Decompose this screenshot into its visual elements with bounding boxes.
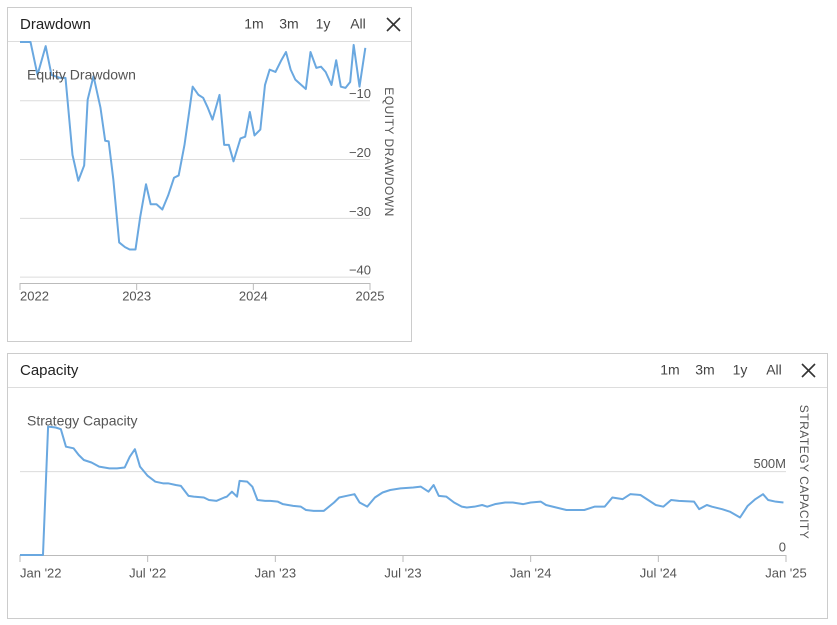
y-tick-label: 500M: [753, 456, 786, 471]
x-tick-label: 2024: [239, 288, 268, 303]
x-tick-label: Jul '22: [129, 565, 166, 580]
data-line: [20, 425, 784, 556]
x-tick-label: Jul '24: [640, 565, 677, 580]
range-button[interactable]: 1y: [733, 362, 748, 378]
y-axis-title: EQUITY DRAWDOWN: [382, 87, 396, 217]
range-button[interactable]: All: [766, 362, 782, 378]
y-tick-label: −40: [349, 263, 371, 278]
series-label: Strategy Capacity: [27, 413, 138, 429]
data-line: [20, 41, 367, 251]
range-button[interactable]: All: [350, 16, 366, 32]
y-tick-label: −30: [349, 204, 371, 219]
x-tick-label: Jan '24: [510, 565, 552, 580]
x-tick-label: 2022: [20, 288, 49, 303]
range-button[interactable]: 3m: [279, 16, 298, 32]
close-button[interactable]: [801, 363, 816, 378]
range-button[interactable]: 1m: [244, 16, 263, 32]
x-tick-label: Jul '23: [384, 565, 421, 580]
x-tick-label: 2025: [356, 288, 385, 303]
x-tick-label: 2023: [122, 288, 151, 303]
y-tick-label: 0: [779, 539, 786, 554]
series-label: Equity Drawdown: [27, 67, 136, 83]
y-axis-title: STRATEGY CAPACITY: [797, 405, 811, 540]
close-button[interactable]: [386, 17, 401, 32]
range-button[interactable]: 1y: [316, 16, 331, 32]
panel: [7, 7, 412, 342]
x-tick-label: Jan '23: [255, 565, 297, 580]
range-button[interactable]: 3m: [695, 362, 714, 378]
chart-title: Capacity: [20, 362, 79, 379]
x-tick-label: Jan '25: [765, 565, 807, 580]
x-tick-label: Jan '22: [20, 565, 62, 580]
panel: [7, 353, 828, 619]
range-button[interactable]: 1m: [660, 362, 679, 378]
y-tick-label: −20: [349, 145, 371, 160]
chart-title: Drawdown: [20, 16, 91, 33]
y-tick-label: −10: [349, 86, 371, 101]
